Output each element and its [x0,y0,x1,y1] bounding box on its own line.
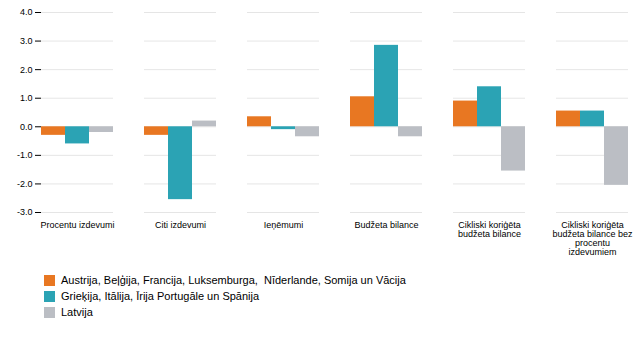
html-text:Latvija: Latvija [61,306,93,318]
html-text:Austrija, Beļģija, Francija, L: Austrija, Beļģija, Francija, Luksemburga… [61,274,406,286]
svg-text:Cikliski koriģētabudžeta bilan: Cikliski koriģētabudžeta bilance bezproc… [552,220,633,257]
svg-text:-2.0: -2.0 [17,179,33,189]
svg-text:1.0: 1.0 [20,93,33,103]
svg-text:2.0: 2.0 [20,65,33,75]
svg-text:Cikliski koriģētabudžeta bilan: Cikliski koriģētabudžeta bilance [458,220,521,239]
svg-text:Procentu izdevumi: Procentu izdevumi [40,220,114,230]
svg-text:Ieņēmumi: Ieņēmumi [264,220,304,230]
svg-text:-3.0: -3.0 [17,207,33,217]
html-text:Grieķija, Itālija, Īrija Portu: Grieķija, Itālija, Īrija Portugāle un Sp… [61,290,260,302]
svg-text:Budžeta bilance: Budžeta bilance [354,220,418,230]
svg-text:4.0: 4.0 [20,7,33,17]
svg-text:-1.0: -1.0 [17,150,33,160]
svg-text:3.0: 3.0 [20,36,33,46]
svg-text:Citi izdevumi: Citi izdevumi [155,220,206,230]
svg-text:0.0: 0.0 [20,122,33,132]
